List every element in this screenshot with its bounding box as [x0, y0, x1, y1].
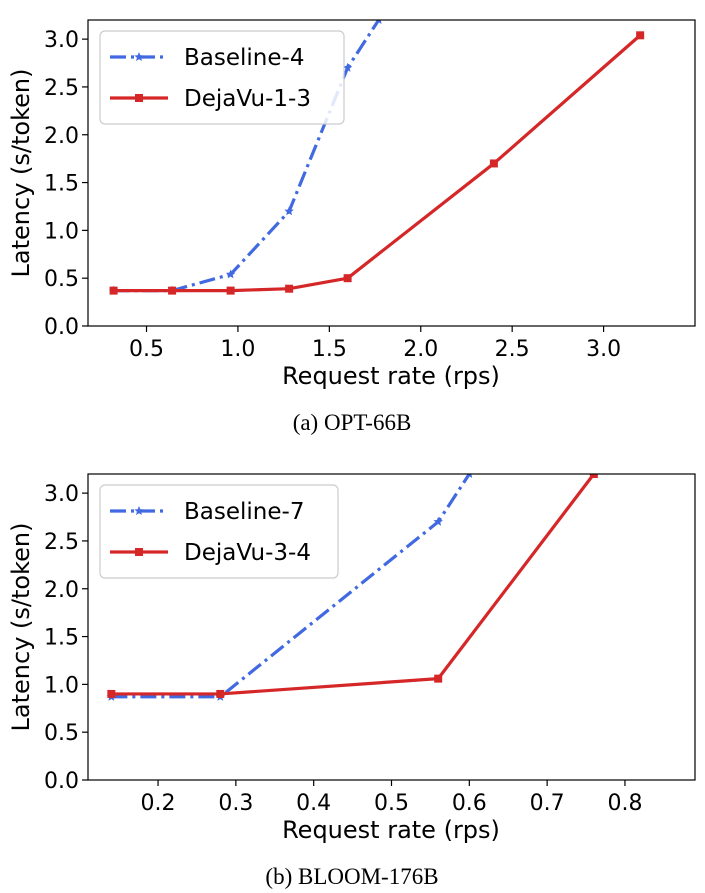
y-tick-label: 2.5	[44, 76, 79, 101]
data-point	[225, 269, 236, 279]
y-tick-label: 3.0	[44, 482, 79, 507]
legend-marker	[135, 548, 143, 556]
y-tick-label: 0.5	[44, 267, 79, 292]
data-point	[636, 31, 645, 40]
legend-label: Baseline-7	[184, 499, 304, 525]
chart-bloom-176b: 0.2 0.3 0.4 0.5 0.6 0.7 0.8 0.0 0.5 1.0 1.5 2.0 2.5 3…	[7, 473, 696, 889]
y-tick-label: 0.0	[44, 315, 79, 340]
data-point	[589, 474, 598, 478]
data-point	[489, 159, 498, 168]
data-point	[466, 474, 473, 479]
legend-marker	[135, 94, 143, 102]
x-tick-label: 0.6	[452, 791, 487, 816]
data-point	[434, 674, 443, 683]
x-tick-label: 1.0	[220, 337, 255, 362]
y-tick-label: 1.5	[44, 172, 79, 197]
data-point	[107, 689, 116, 698]
x-tick-label: 3.0	[586, 337, 621, 362]
y-tick-label: 3.0	[44, 28, 79, 53]
legend-marker	[134, 52, 144, 62]
y-tick-label: 1.0	[44, 673, 79, 698]
data-point	[226, 286, 235, 295]
data-point	[284, 206, 294, 216]
x-tick-label: 0.2	[141, 791, 176, 816]
y-tick-label: 1.5	[44, 626, 79, 651]
data-point	[343, 274, 352, 283]
x-tick-label: 0.4	[296, 791, 331, 816]
chart-opt-66b: 0.5 1.0 1.5 2.0 2.5 3.00.00.51.01.52.02.53.0 …	[7, 19, 696, 435]
series-line-baseline-4	[113, 20, 381, 293]
data-point	[342, 62, 353, 72]
plot-frame	[87, 19, 696, 327]
data-point	[433, 516, 443, 526]
x-tick-label: 2.0	[403, 337, 438, 362]
legend: Baseline-7 DejaVu-3-4	[99, 484, 339, 579]
x-tick-label: 0.8	[607, 791, 642, 816]
x-axis-label: Request rate (rps)	[282, 362, 500, 390]
legend-label: DejaVu-3-4	[184, 540, 311, 566]
y-tick-label: 0.5	[44, 721, 79, 746]
caption: (a) OPT-66B	[293, 410, 412, 435]
y-tick-label: 0.0	[44, 769, 79, 794]
legend-marker	[134, 506, 144, 516]
y-tick-label: 2.5	[44, 530, 79, 555]
x-tick-label: 0.7	[530, 791, 565, 816]
legend-box	[99, 484, 339, 579]
series-line-dejavu-3-4	[111, 474, 596, 696]
data-point	[109, 286, 118, 295]
data-point	[216, 689, 225, 698]
data-point	[168, 286, 177, 295]
x-tick-label: 2.5	[495, 337, 530, 362]
y-tick-label: 2.0	[44, 578, 79, 603]
legend-label: DejaVu-1-3	[184, 86, 311, 112]
y-axis-label: Latency (s/token)	[7, 69, 35, 278]
data-point	[375, 20, 382, 25]
series-line-baseline-7	[111, 474, 471, 699]
caption: (b) BLOOM-176B	[265, 864, 438, 889]
legend: Baseline-4 DejaVu-1-3	[99, 30, 345, 125]
x-axis-label: Request rate (rps)	[282, 816, 500, 844]
data-point	[285, 284, 294, 293]
x-tick-label: 1.5	[312, 337, 347, 362]
x-tick-label: 0.5	[129, 337, 164, 362]
x-tick-label: 0.5	[374, 791, 409, 816]
legend-label: Baseline-4	[184, 45, 304, 71]
x-tick-label: 0.3	[218, 791, 253, 816]
y-tick-label: 2.0	[44, 124, 79, 149]
y-tick-label: 1.0	[44, 219, 79, 244]
legend-box	[99, 30, 345, 125]
y-axis-label: Latency (s/token)	[7, 523, 35, 732]
